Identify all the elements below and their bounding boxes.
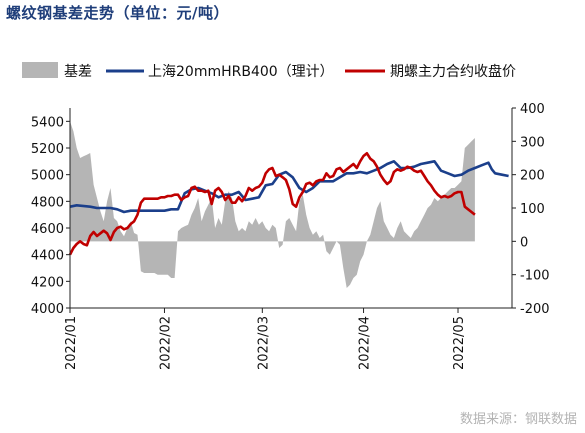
series-spot-line xyxy=(69,160,509,214)
right-tick-label: -100 xyxy=(520,269,550,284)
left-tick-label: 5000 xyxy=(31,169,64,184)
right-tick-label: 300 xyxy=(520,135,545,150)
x-tick-label: 2022/04 xyxy=(358,316,373,370)
x-tick-label: 2022/03 xyxy=(256,316,271,370)
plot-area xyxy=(68,121,509,288)
source-note: 数据来源：钢联数据 xyxy=(459,412,577,427)
legend-label-futures: 期螺主力合约收盘价 xyxy=(390,63,516,80)
series-basis-area xyxy=(70,121,475,288)
left-tick-label: 4200 xyxy=(31,275,64,290)
right-tick-label: -200 xyxy=(520,302,550,317)
left-tick-label: 4800 xyxy=(31,195,64,210)
x-tick-label: 2022/01 xyxy=(64,316,79,370)
x-tick-label: 2022/02 xyxy=(158,316,173,370)
right-tick-label: 400 xyxy=(520,102,545,117)
legend-swatch-basis xyxy=(22,62,58,78)
left-tick-label: 5200 xyxy=(31,142,64,157)
right-tick-label: 0 xyxy=(520,235,528,250)
legend-label-spot: 上海20mmHRB400（理计） xyxy=(148,64,334,80)
chart-title: 螺纹钢基差走势（单位：元/吨） xyxy=(6,4,229,22)
legend-label-basis: 基差 xyxy=(64,63,92,80)
left-tick-label: 4400 xyxy=(31,249,64,264)
axes: 40004200440046004800500052005400-200-100… xyxy=(31,102,550,370)
series-futures-line xyxy=(68,152,476,256)
right-tick-label: 100 xyxy=(520,202,545,217)
left-tick-label: 5400 xyxy=(31,115,64,130)
left-tick-label: 4000 xyxy=(31,302,64,317)
x-tick-label: 2022/05 xyxy=(452,316,467,370)
legend: 基差 上海20mmHRB400（理计） 期螺主力合约收盘价 xyxy=(22,62,516,80)
right-tick-label: 200 xyxy=(520,169,545,184)
left-tick-label: 4600 xyxy=(31,222,64,237)
